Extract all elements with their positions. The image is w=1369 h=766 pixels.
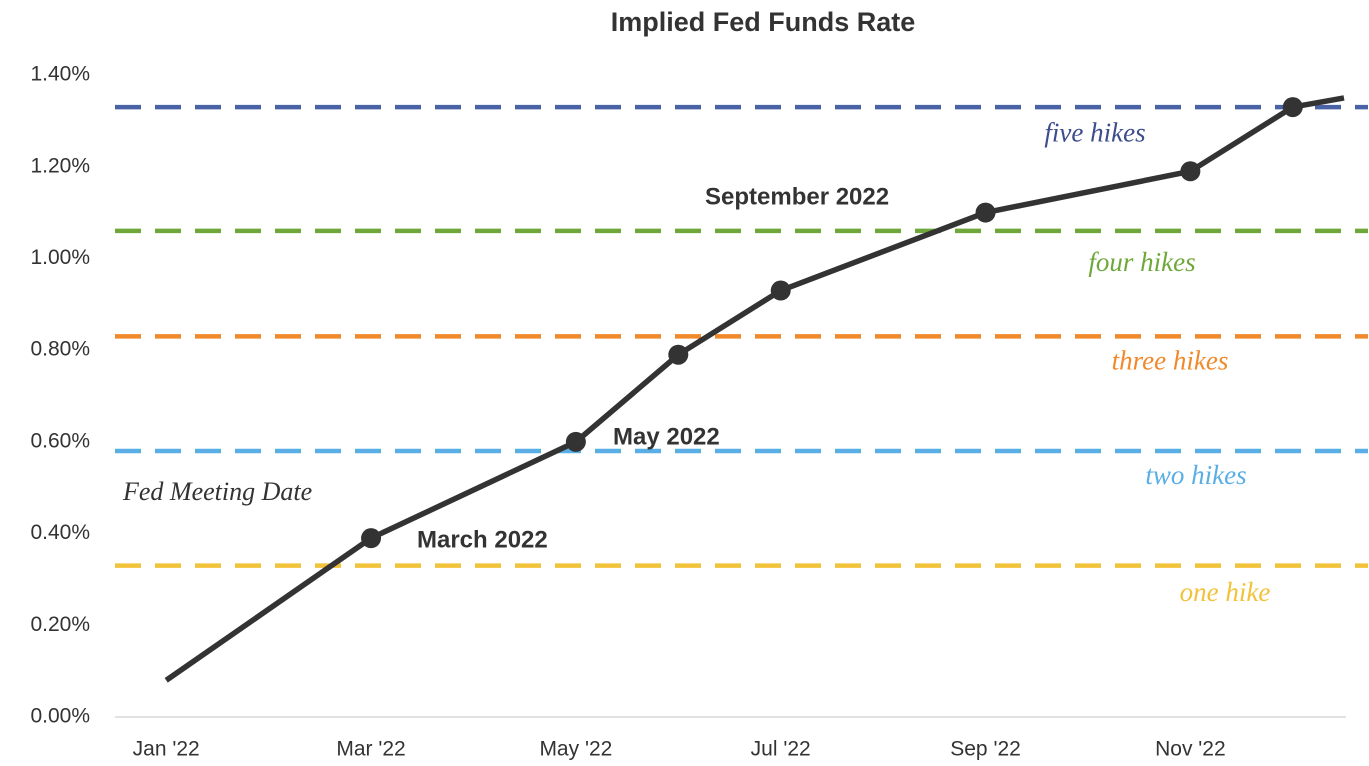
y-tick-label: 0.40% bbox=[30, 521, 90, 544]
data-point bbox=[770, 280, 791, 301]
plot: 0.00% 0.20% 0.40% 0.60% 0.80% 1.00% 1.20% 1.40%… bbox=[30, 63, 1368, 761]
data-point bbox=[565, 431, 586, 452]
data-point bbox=[1282, 97, 1303, 118]
reference-label: one hike bbox=[1180, 577, 1271, 607]
data-point bbox=[975, 202, 996, 223]
reference-label: five hikes bbox=[1044, 117, 1145, 147]
data-point bbox=[361, 528, 382, 549]
y-tick-label: 0.20% bbox=[30, 613, 90, 636]
reference-label: four hikes bbox=[1088, 247, 1195, 277]
y-tick-label: 1.40% bbox=[30, 63, 90, 86]
chart-title: Implied Fed Funds Rate bbox=[611, 7, 916, 37]
annotation: May 2022 bbox=[613, 423, 720, 450]
x-tick-label: May '22 bbox=[539, 738, 612, 761]
x-tick-label: Jul '22 bbox=[751, 738, 811, 761]
x-tick-label: Sep '22 bbox=[950, 738, 1021, 761]
x-tick-label: Jan '22 bbox=[133, 738, 200, 761]
data-point bbox=[668, 344, 689, 365]
annotation: Fed Meeting Date bbox=[122, 477, 312, 506]
x-tick-label: Nov '22 bbox=[1155, 738, 1226, 761]
y-tick-label: 1.00% bbox=[30, 246, 90, 269]
reference-label: three hikes bbox=[1112, 346, 1229, 376]
annotation: March 2022 bbox=[417, 526, 548, 553]
x-tick-label: Mar '22 bbox=[336, 738, 405, 761]
y-tick-label: 0.60% bbox=[30, 429, 90, 452]
reference-label: two hikes bbox=[1145, 460, 1246, 490]
y-tick-label: 1.20% bbox=[30, 154, 90, 177]
y-tick-label: 0.80% bbox=[30, 338, 90, 361]
data-point bbox=[1180, 161, 1201, 182]
y-tick-label: 0.00% bbox=[30, 705, 90, 728]
annotation: September 2022 bbox=[705, 183, 889, 210]
